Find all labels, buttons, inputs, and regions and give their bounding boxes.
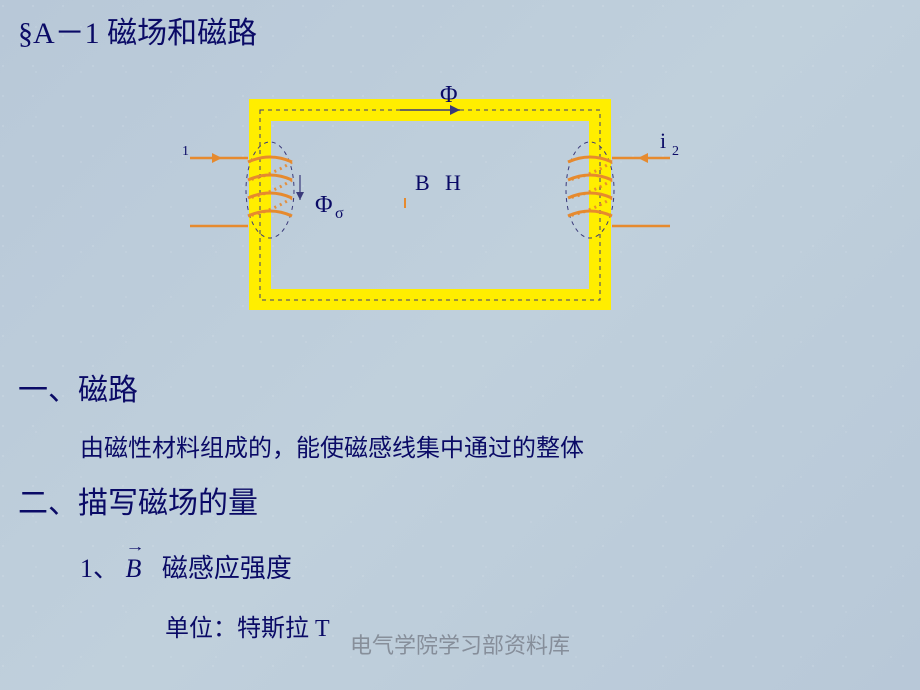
magnetic-circuit-diagram: i 1 i 2 Φ Φ σ B H xyxy=(180,80,680,310)
flux-path xyxy=(260,110,600,300)
label-B: B xyxy=(415,170,430,195)
item1-label: 磁感应强度 xyxy=(162,554,292,583)
page-title: §A－1 磁场和磁路 xyxy=(18,8,257,52)
label-i1-sub: 1 xyxy=(182,144,189,159)
label-i2-sub: 2 xyxy=(672,144,679,159)
section2-heading: 二、描写磁场的量 xyxy=(18,478,258,522)
unit-line: 单位：特斯拉 T xyxy=(165,608,330,643)
item1: 1、 B 磁感应强度 xyxy=(80,548,292,585)
watermark: 电气学院学习部资料库 xyxy=(350,628,570,660)
arrowhead-icon xyxy=(296,192,304,200)
label-i2: i xyxy=(660,128,666,153)
section1-heading: 一、磁路 xyxy=(18,365,138,409)
item1-num: 1、 xyxy=(80,554,119,583)
label-sigma-sub: σ xyxy=(335,205,344,222)
label-phi-sigma: Φ xyxy=(315,192,333,218)
section1-body: 由磁性材料组成的，能使磁感线集中通过的整体 xyxy=(80,428,584,463)
core-frame xyxy=(260,110,600,300)
label-H: H xyxy=(445,170,461,195)
label-phi: Φ xyxy=(440,82,458,108)
b-vector-symbol: B xyxy=(126,554,142,584)
